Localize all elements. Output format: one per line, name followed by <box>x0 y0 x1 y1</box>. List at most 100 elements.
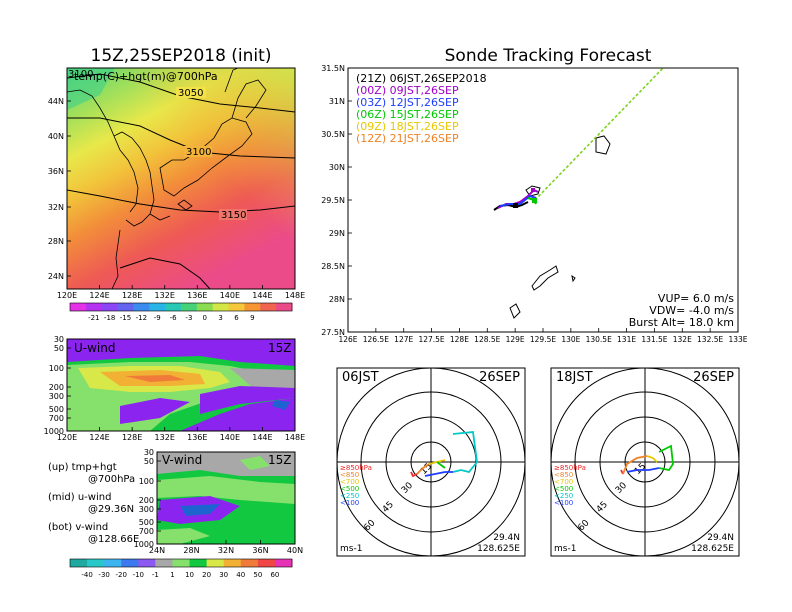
track-title: Sonde Tracking Forecast <box>445 46 652 66</box>
pressure-tick-label: 50 <box>54 344 64 353</box>
panel-legend: (up) tmp+hgt @700hPa (mid) u-wind @29.36… <box>48 462 139 545</box>
wind-colorbar <box>69 558 293 568</box>
colorbar-swatch <box>212 303 230 311</box>
pressure-tick-label: 50 <box>144 457 154 466</box>
colorbar-label: -15 <box>120 314 131 322</box>
hodograph-trace <box>436 461 446 469</box>
lat-tick-label: 31.5N <box>321 64 345 73</box>
contour-label-3: 3150 <box>221 210 246 221</box>
hodograph-trace <box>658 444 674 472</box>
u-wind-lon-ticks: 120E 124E 128E 132E 136E 140E 144E 148E <box>57 427 305 442</box>
hodograph-lat: 29.4N <box>493 533 520 543</box>
lat-tick-label: 40N <box>48 132 64 141</box>
temperature-colorbar <box>69 302 293 312</box>
lon-tick-label: 144E <box>252 433 272 442</box>
legend-mid-sub: @29.36N <box>88 504 134 515</box>
lat-tick-label: 28N <box>183 546 199 555</box>
colorbar-swatch <box>133 303 150 311</box>
legend-bot-head: (bot) v-wind <box>48 522 108 533</box>
legend-up-sub: @700hPa <box>88 474 135 485</box>
colorbar-label: 10 <box>185 571 194 579</box>
colorbar-frame <box>69 302 293 312</box>
lon-tick-label: 132.5E <box>697 335 723 344</box>
legend-bot-sub: @128.66E <box>88 534 139 545</box>
colorbar-label: -1 <box>152 571 159 579</box>
pressure-tick-label: 200 <box>139 496 154 505</box>
colorbar-label: -9 <box>154 314 161 322</box>
pressure-level-label: <500 <box>340 485 359 493</box>
track-legend-item: (09Z) 18JST,26SEP <box>356 120 459 133</box>
pressure-level-label: <100 <box>340 499 359 507</box>
lon-tick-label: 128E <box>122 433 142 442</box>
hodograph-trace <box>416 463 430 475</box>
lat-tick-label: 44N <box>48 97 64 106</box>
track-coastline <box>509 135 611 319</box>
lon-tick-label: 120E <box>57 433 77 442</box>
lat-tick-label: 40N <box>287 546 303 555</box>
pressure-tick-label: 300 <box>139 505 154 514</box>
lon-tick-label: 129.5E <box>530 335 556 344</box>
lon-tick-label: 130.5E <box>586 335 612 344</box>
lon-tick-label: 140E <box>220 433 240 442</box>
colorbar-frame <box>69 558 293 568</box>
colorbar-label: -20 <box>116 571 127 579</box>
speed-unit: ms-1 <box>340 544 362 554</box>
lon-tick-label: 127.5E <box>418 335 444 344</box>
colorbar-swatch <box>138 559 156 567</box>
colorbar-swatch <box>70 559 88 567</box>
lon-tick-label: 132E <box>155 433 175 442</box>
pressure-tick-label: 1000 <box>44 427 64 436</box>
pressure-level-label: ≥850hPa <box>554 464 586 472</box>
speed-unit: ms-1 <box>554 544 576 554</box>
lon-tick-label: 140E <box>220 291 240 300</box>
colorbar-label: 6 <box>234 314 239 322</box>
track-map <box>493 68 665 319</box>
colorbar-swatch <box>149 303 166 311</box>
pressure-level-label: ≥850hPa <box>340 464 372 472</box>
pressure-level-label: <250 <box>340 492 359 500</box>
colorbar-label: -21 <box>88 314 99 322</box>
lon-tick-label: 128.5E <box>474 335 500 344</box>
pressure-tick-label: 1000 <box>134 540 154 549</box>
lat-tick-label: 29.5N <box>321 196 345 205</box>
left-map-title: 15Z,25SEP2018 (init) <box>91 46 272 66</box>
colorbar-swatch <box>104 559 122 567</box>
colorbar-label: -18 <box>104 314 115 322</box>
colorbar-swatch <box>196 303 214 311</box>
pressure-level-label: <250 <box>554 492 573 500</box>
v-wind-label: V-wind <box>162 453 202 467</box>
contour-label-bg <box>184 146 212 157</box>
colorbar-swatch <box>244 303 261 311</box>
colorbar-swatch <box>70 303 87 311</box>
temperature-colorbar-labels: -21 -18 -15 -12 -9 -6 -3 0 3 6 9 <box>88 314 255 322</box>
colorbar-swatch <box>228 303 245 311</box>
pressure-tick-label: 30 <box>144 448 154 457</box>
colorbar-swatch <box>206 559 225 567</box>
pressure-tick-label: 500 <box>49 405 64 414</box>
lon-tick-label: 126.5E <box>363 335 389 344</box>
hodograph-left: 06JST 26SEP15304560≥850hPa<850<700<500<25… <box>336 367 526 557</box>
ascent-track-line <box>534 68 665 201</box>
lon-tick-label: 130E <box>561 335 580 344</box>
lat-tick-label: 32N <box>218 546 234 555</box>
pressure-tick-label: 200 <box>49 383 64 392</box>
track-legend-item: (21Z) 06JST,26SEP2018 <box>356 72 487 85</box>
lon-tick-label: 144E <box>252 291 272 300</box>
pressure-tick-label: 700 <box>139 527 154 536</box>
pressure-level-label: <500 <box>554 485 573 493</box>
pressure-tick-label: 700 <box>49 414 64 423</box>
hodograph-time: 06JST <box>342 370 379 385</box>
lon-tick-label: 129E <box>506 335 525 344</box>
lon-tick-label: 124E <box>89 433 109 442</box>
colorbar-swatch <box>172 559 191 567</box>
lon-tick-label: 124E <box>89 291 109 300</box>
contour-label-bg <box>219 209 247 220</box>
hodograph-trace <box>452 431 478 474</box>
colorbar-label: 0 <box>203 314 207 322</box>
colorbar-swatch <box>85 303 103 311</box>
colorbar-label: -40 <box>81 571 92 579</box>
lat-tick-label: 32N <box>48 203 64 212</box>
colorbar-label: -6 <box>170 314 178 322</box>
